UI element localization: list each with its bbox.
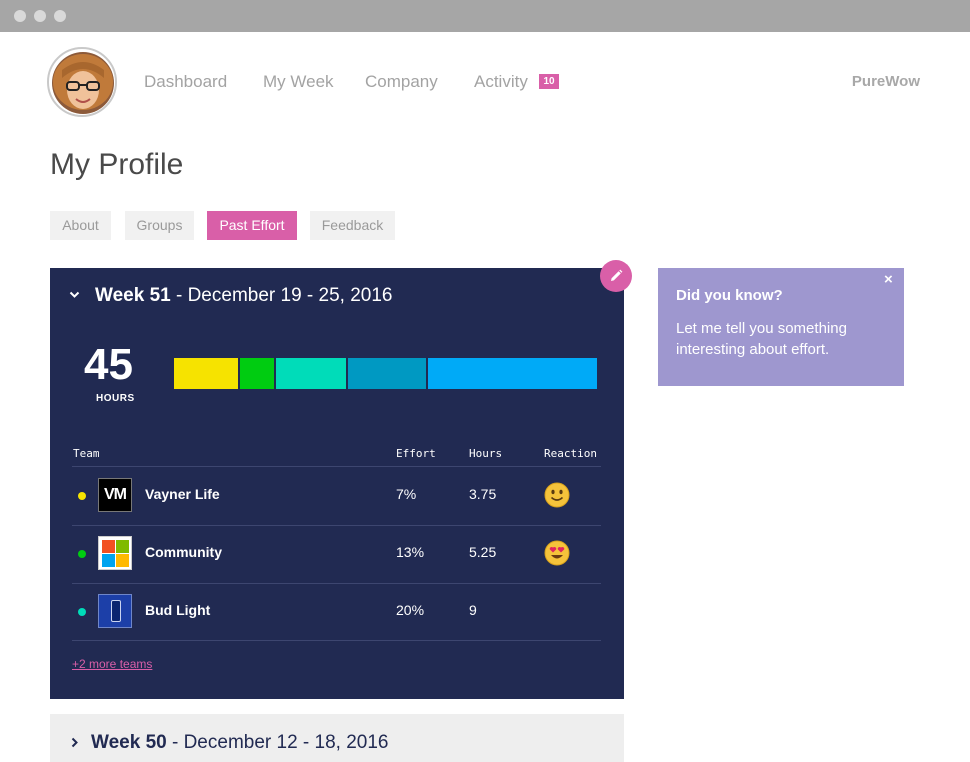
week-label: Week 51 — [95, 285, 171, 306]
week-date-range: - December 19 - 25, 2016 — [170, 285, 393, 306]
logo-square — [116, 554, 129, 567]
activity-count-badge: 10 — [539, 74, 559, 89]
total-hours: 45 — [84, 340, 133, 389]
week-header-previous[interactable]: Week 50 - December 12 - 18, 2016 — [91, 732, 389, 754]
tip-panel — [658, 268, 904, 386]
slightly-smiling-emoji-icon[interactable] — [544, 482, 570, 508]
tab-feedback[interactable]: Feedback — [310, 211, 395, 240]
bud-light-logo — [98, 594, 132, 628]
hours-value: 5.25 — [469, 544, 497, 560]
close-icon[interactable]: × — [884, 271, 893, 288]
effort-value: 20% — [396, 602, 425, 618]
effort-bar-segment — [174, 358, 238, 389]
nav-activity[interactable]: Activity — [474, 72, 528, 91]
hours-label: HOURS — [96, 393, 135, 404]
tip-body: Let me tell you something interesting ab… — [676, 320, 847, 358]
community-logo — [98, 536, 132, 570]
logo-text: VM — [104, 486, 127, 503]
effort-bar-segment — [428, 358, 597, 389]
team-name[interactable]: Bud Light — [145, 602, 211, 618]
table-divider — [72, 466, 601, 467]
more-teams-link[interactable]: +2 more teams — [72, 657, 153, 671]
chevron-down-icon[interactable] — [69, 289, 80, 300]
logo-square — [102, 540, 115, 553]
tab-past-effort[interactable]: Past Effort — [207, 211, 297, 240]
table-divider — [72, 525, 601, 526]
vayner-life-logo: VM — [98, 478, 132, 512]
team-name[interactable]: Community — [145, 544, 222, 560]
week-card-current — [50, 268, 624, 699]
week-header-current[interactable]: Week 51 - December 19 - 25, 2016 — [95, 285, 393, 307]
window-close-dot[interactable] — [14, 10, 26, 22]
effort-bar-segment — [276, 358, 346, 389]
nav-dashboard[interactable]: Dashboard — [144, 72, 228, 91]
nav-company[interactable]: Company — [365, 72, 438, 91]
week-card-previous[interactable] — [50, 714, 624, 762]
team-color-dot — [78, 492, 86, 500]
team-name[interactable]: Vayner Life — [145, 486, 220, 502]
logo-can — [111, 600, 121, 622]
effort-value: 13% — [396, 544, 425, 560]
nav-my-week[interactable]: My Week — [263, 72, 334, 91]
hours-value: 3.75 — [469, 486, 497, 502]
company-name[interactable]: PureWow — [851, 73, 920, 90]
hours-value: 9 — [469, 602, 477, 618]
chevron-right-icon[interactable] — [69, 737, 80, 748]
tip-title: Did you know? — [676, 287, 783, 304]
effort-value: 7% — [396, 486, 417, 502]
column-header-reaction: Reaction — [544, 447, 597, 460]
table-divider — [72, 583, 601, 584]
logo-square — [116, 540, 129, 553]
page-title: My Profile — [50, 148, 184, 181]
tab-groups[interactable]: Groups — [125, 211, 194, 240]
effort-bar-segment — [348, 358, 426, 389]
edit-button[interactable] — [600, 260, 632, 292]
window-titlebar — [0, 0, 970, 32]
column-header-team: Team — [73, 447, 100, 460]
avatar[interactable] — [47, 47, 117, 117]
week-label: Week 50 — [91, 732, 167, 753]
team-color-dot — [78, 608, 86, 616]
tab-about[interactable]: About — [50, 211, 111, 240]
effort-bar-segment — [240, 358, 274, 389]
logo-square — [102, 554, 115, 567]
week-date-range: - December 12 - 18, 2016 — [166, 732, 389, 753]
column-header-hours: Hours — [469, 447, 503, 460]
avatar-photo — [52, 52, 114, 114]
pencil-icon — [611, 269, 623, 281]
window-minimize-dot[interactable] — [34, 10, 46, 22]
heart-eyes-emoji-icon[interactable] — [544, 540, 570, 566]
column-header-effort: Effort — [396, 447, 436, 460]
team-color-dot — [78, 550, 86, 558]
window-maximize-dot[interactable] — [54, 10, 66, 22]
table-divider — [72, 640, 601, 641]
